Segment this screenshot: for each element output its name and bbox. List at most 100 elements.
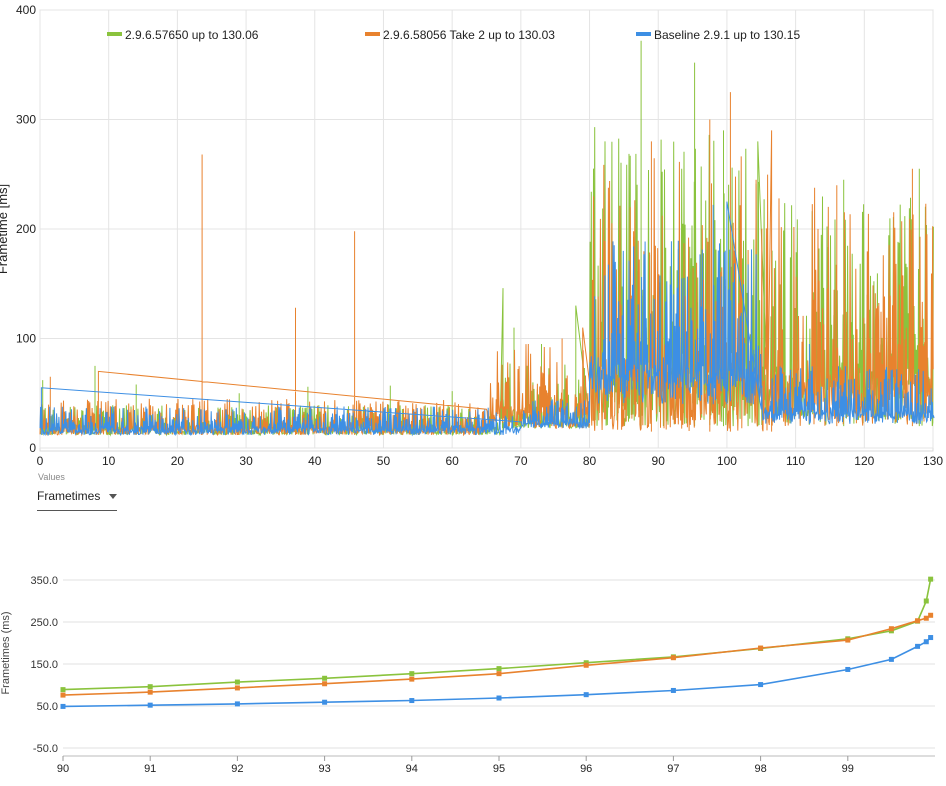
x-tick-label: 110	[786, 454, 805, 468]
x-tick-label: 92	[231, 763, 243, 775]
x-tick-label: 30	[239, 454, 253, 468]
data-point	[583, 660, 589, 666]
x-tick-label: 95	[493, 763, 505, 775]
legend-swatch	[365, 32, 380, 36]
data-point	[670, 687, 676, 693]
y-tick-label: 100	[16, 332, 36, 346]
data-point	[147, 702, 153, 708]
data-point	[409, 676, 415, 682]
x-tick-label: 97	[667, 763, 679, 775]
x-tick-label: 20	[171, 454, 185, 468]
x-tick-label: 90	[652, 454, 666, 468]
data-point	[670, 655, 676, 661]
data-point	[923, 598, 929, 604]
x-tick-label: 90	[57, 763, 69, 775]
legend-label: Baseline 2.9.1 up to 130.15	[654, 28, 800, 42]
data-point	[322, 681, 328, 687]
data-point	[928, 612, 934, 618]
y-tick-label: 400	[16, 3, 36, 17]
x-tick-label: 40	[308, 454, 322, 468]
data-point	[923, 639, 929, 645]
axes: 0 10 20 30 40 50 60 70 80 90 100 110 120 130 0 100 200 30…	[16, 3, 943, 468]
y-tick-label: 300	[16, 113, 36, 127]
x-tick-label: 100	[717, 454, 737, 468]
data-point	[758, 645, 764, 651]
y-tick-label: 50.0	[37, 701, 58, 713]
data-point	[928, 576, 934, 582]
x-tick-label: 96	[580, 763, 592, 775]
x-tick-label: 50	[377, 454, 391, 468]
data-point	[888, 626, 894, 632]
grid	[63, 579, 935, 749]
data-point	[60, 692, 66, 698]
y-axis-label: Frametime [ms]	[0, 184, 10, 274]
data-point	[409, 698, 415, 704]
frametime-over-time-chart: 0 10 20 30 40 50 60 70 80 90 100 110 120 130 0 100 200 30…	[0, 3, 943, 468]
x-tick-label: 0	[37, 454, 44, 468]
data-point	[915, 643, 921, 649]
data-point	[923, 615, 929, 621]
data-point	[845, 637, 851, 643]
data-point	[583, 662, 589, 668]
x-tick-label: 91	[144, 763, 156, 775]
legend-label: 2.9.6.57650 up to 130.06	[125, 28, 259, 42]
data-point	[322, 699, 328, 705]
data-point	[583, 692, 589, 698]
y-tick-label: 200	[16, 222, 36, 236]
legend-swatch	[636, 32, 651, 36]
legend-label: 2.9.6.58056 Take 2 up to 130.03	[383, 28, 555, 42]
x-tick-label: 99	[842, 763, 854, 775]
y-tick-label: 0	[29, 441, 36, 455]
y-tick-label: 250.0	[30, 617, 58, 629]
x-tick-label: 120	[854, 454, 874, 468]
legend: 2.9.6.57650 up to 130.06 2.9.6.58056 Take…	[107, 28, 800, 42]
series-line	[62, 636, 932, 708]
data-point	[409, 671, 415, 677]
chevron-down-icon	[109, 494, 117, 499]
legend-item-2-9-6-58056-take-2-up-to-130-03[interactable]: 2.9.6.58056 Take 2 up to 130.03	[365, 28, 555, 42]
y-tick-label: 350.0	[30, 575, 58, 587]
series-line-baseline-2-9-1-up-to-130-15	[39, 201, 935, 437]
x-tick-label: 10	[102, 454, 116, 468]
legend-item-2-9-6-57650-up-to-130-06[interactable]: 2.9.6.57650 up to 130.06	[107, 28, 259, 42]
percentile-chart: -50.0 50.0 150.0 250.0 350.0 90 91 92 93 94 95 96 97…	[0, 575, 935, 775]
data-point	[147, 684, 153, 690]
data-point	[928, 635, 934, 641]
x-tick-label: 93	[318, 763, 330, 775]
values-dropdown-selected: Frametimes	[37, 489, 101, 503]
data-point	[915, 618, 921, 624]
series-layer	[39, 40, 935, 437]
data-point	[888, 656, 894, 662]
data-point	[60, 703, 66, 709]
x-tick-label: 70	[514, 454, 528, 468]
data-point	[496, 695, 502, 701]
values-dropdown[interactable]: Frametimes	[37, 486, 117, 511]
x-tick-label: 94	[406, 763, 418, 775]
data-point	[234, 685, 240, 691]
x-tick-label: 60	[445, 454, 459, 468]
data-point	[496, 671, 502, 677]
data-point	[60, 687, 66, 693]
series-layer	[60, 576, 934, 709]
x-tick-label: 80	[583, 454, 597, 468]
y-tick-label: -50.0	[33, 743, 58, 755]
data-point	[758, 682, 764, 688]
data-point	[234, 679, 240, 685]
x-tick-label: 130	[923, 454, 943, 468]
data-point	[322, 675, 328, 681]
series-2-9-6-58056-take-2-up-to-130-03	[60, 612, 934, 698]
y-tick-label: 150.0	[30, 659, 58, 671]
series-baseline-2-9-1-up-to-130-15	[60, 635, 934, 709]
axes: -50.0 50.0 150.0 250.0 350.0 90 91 92 93 94 95 96 97…	[30, 575, 935, 775]
legend-swatch	[107, 32, 122, 36]
data-point	[845, 666, 851, 672]
data-point	[496, 666, 502, 672]
x-tick-label: 98	[754, 763, 766, 775]
legend-item-baseline-2-9-1-up-to-130-15[interactable]: Baseline 2.9.1 up to 130.15	[636, 28, 800, 42]
data-point	[147, 689, 153, 695]
data-point	[234, 701, 240, 707]
series-line	[62, 614, 932, 696]
grid	[39, 9, 934, 449]
y-axis-label: Frametimes (ms)	[0, 611, 12, 694]
values-caption: Values	[38, 472, 65, 482]
